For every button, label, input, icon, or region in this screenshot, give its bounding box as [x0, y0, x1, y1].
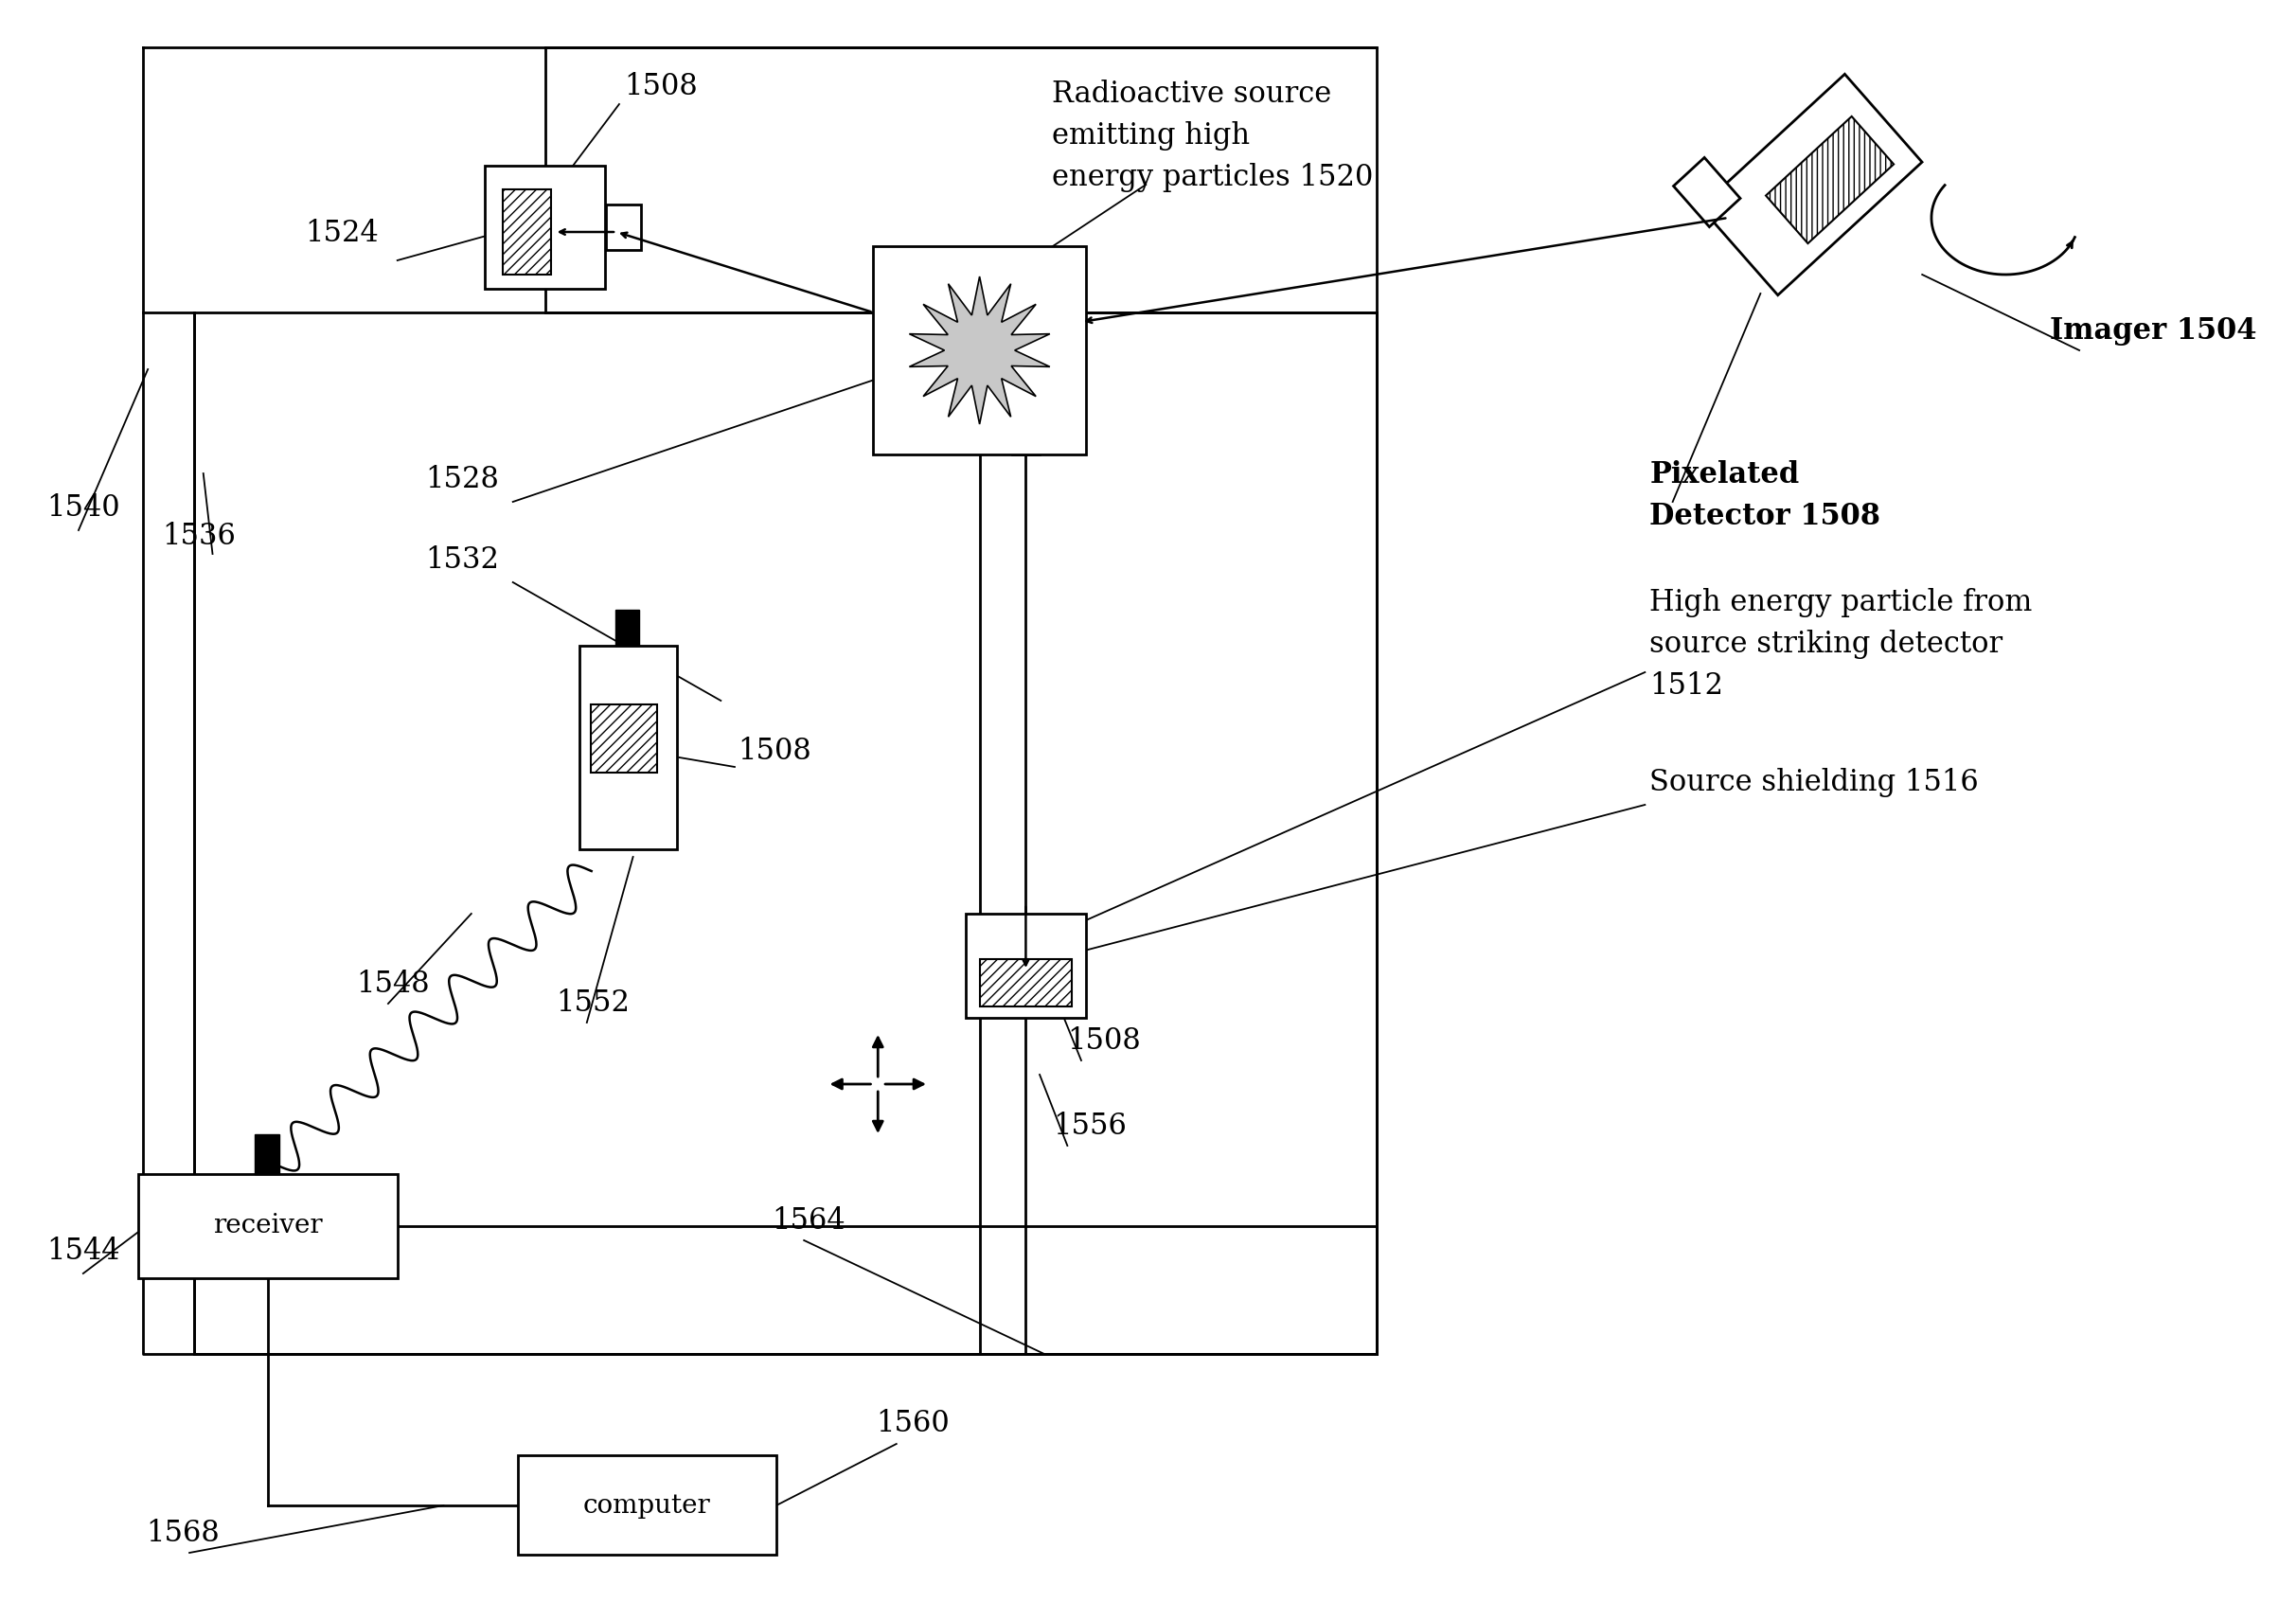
Text: 1512: 1512	[1649, 671, 1724, 700]
Text: 1508: 1508	[737, 737, 810, 766]
Text: emitting high: emitting high	[1052, 122, 1249, 151]
Text: 1508: 1508	[1068, 1027, 1141, 1056]
Text: 1508: 1508	[625, 72, 698, 101]
Text: 1556: 1556	[1054, 1112, 1127, 1141]
Polygon shape	[1674, 157, 1740, 227]
Polygon shape	[1701, 74, 1922, 295]
Bar	[980, 960, 1072, 1006]
Text: Radioactive source: Radioactive source	[1052, 80, 1332, 109]
Text: energy particles 1520: energy particles 1520	[1052, 163, 1373, 192]
Text: computer: computer	[583, 1493, 712, 1519]
Bar	[606, 205, 641, 250]
Polygon shape	[1766, 117, 1894, 244]
Bar	[255, 1134, 280, 1174]
Bar	[581, 646, 677, 849]
Text: 1524: 1524	[305, 219, 379, 248]
Text: 1528: 1528	[425, 465, 498, 495]
Bar	[484, 165, 606, 288]
Bar	[967, 913, 1086, 1017]
Text: Pixelated: Pixelated	[1649, 460, 1800, 490]
Text: 1552: 1552	[556, 988, 629, 1017]
Text: 1560: 1560	[877, 1408, 951, 1439]
Polygon shape	[909, 277, 1049, 425]
Text: Detector 1508: Detector 1508	[1649, 501, 1880, 532]
Text: 1568: 1568	[147, 1519, 220, 1548]
Text: 1540: 1540	[46, 493, 119, 522]
Bar	[517, 1456, 776, 1556]
Text: 1548: 1548	[356, 969, 429, 1000]
Text: 1532: 1532	[425, 545, 498, 575]
Bar	[615, 610, 641, 646]
Text: receiver: receiver	[214, 1213, 324, 1238]
Text: Source shielding 1516: Source shielding 1516	[1649, 767, 1979, 798]
Bar	[590, 705, 657, 772]
Bar	[872, 247, 1086, 455]
Text: 1564: 1564	[771, 1206, 845, 1235]
Bar	[138, 1174, 397, 1278]
Text: source striking detector: source striking detector	[1649, 630, 2002, 658]
Text: High energy particle from: High energy particle from	[1649, 588, 2032, 617]
Text: Imager 1504: Imager 1504	[2050, 316, 2257, 346]
Text: 1544: 1544	[46, 1237, 119, 1266]
Bar	[503, 189, 551, 274]
Text: 1536: 1536	[161, 522, 236, 551]
